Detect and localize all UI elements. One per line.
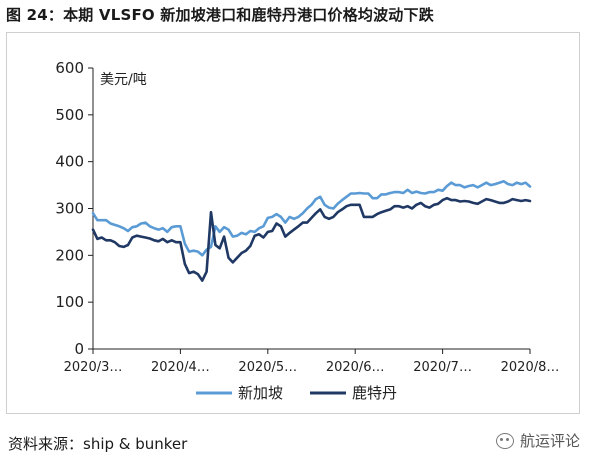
legend-label-2: 鹿特丹: [352, 384, 397, 402]
y-tick-label: 100: [55, 293, 84, 311]
wechat-icon: [495, 432, 514, 449]
x-tick-label: 2020/5…: [238, 360, 297, 375]
y-tick-label: 600: [55, 59, 84, 77]
chart-frame: [6, 32, 580, 414]
y-tick-label: 300: [55, 200, 84, 218]
y-tick-label: 0: [74, 340, 84, 358]
x-tick-label: 2020/3…: [64, 360, 123, 375]
x-tick-label: 2020/7…: [413, 360, 472, 375]
y-tick-label: 200: [55, 246, 84, 264]
x-tick-label: 2020/8…: [501, 360, 560, 375]
series-layer: [91, 180, 532, 282]
y-tick-label: 400: [55, 153, 84, 171]
x-tick-label: 2020/4…: [151, 360, 210, 375]
watermark: 航运评论: [495, 430, 580, 451]
line-chart: 0 100 200 300 400 500 600 2020/3… 2020/4… 2020/5…: [55, 59, 560, 402]
x-axis: 2020/3… 2020/4… 2020/5… 2020/6… 2020/7… 2020/…: [64, 348, 560, 375]
x-tick-label: 2020/6…: [326, 360, 385, 375]
unit-label: 美元/吨: [100, 72, 147, 88]
source-note: 资料来源：ship & bunker: [8, 435, 188, 453]
legend: 新加坡 鹿特丹: [196, 384, 397, 402]
legend-label-1: 新加坡: [238, 384, 283, 402]
y-axis: 0 100 200 300 400 500 600: [55, 59, 94, 358]
series-line-1: [91, 180, 532, 257]
y-tick-label: 500: [55, 106, 84, 124]
watermark-text: 航运评论: [519, 432, 580, 450]
series-line-2: [91, 196, 532, 282]
figure-title: 图 24：本期 VLSFO 新加坡港口和鹿特丹港口价格均波动下跌: [6, 6, 434, 24]
